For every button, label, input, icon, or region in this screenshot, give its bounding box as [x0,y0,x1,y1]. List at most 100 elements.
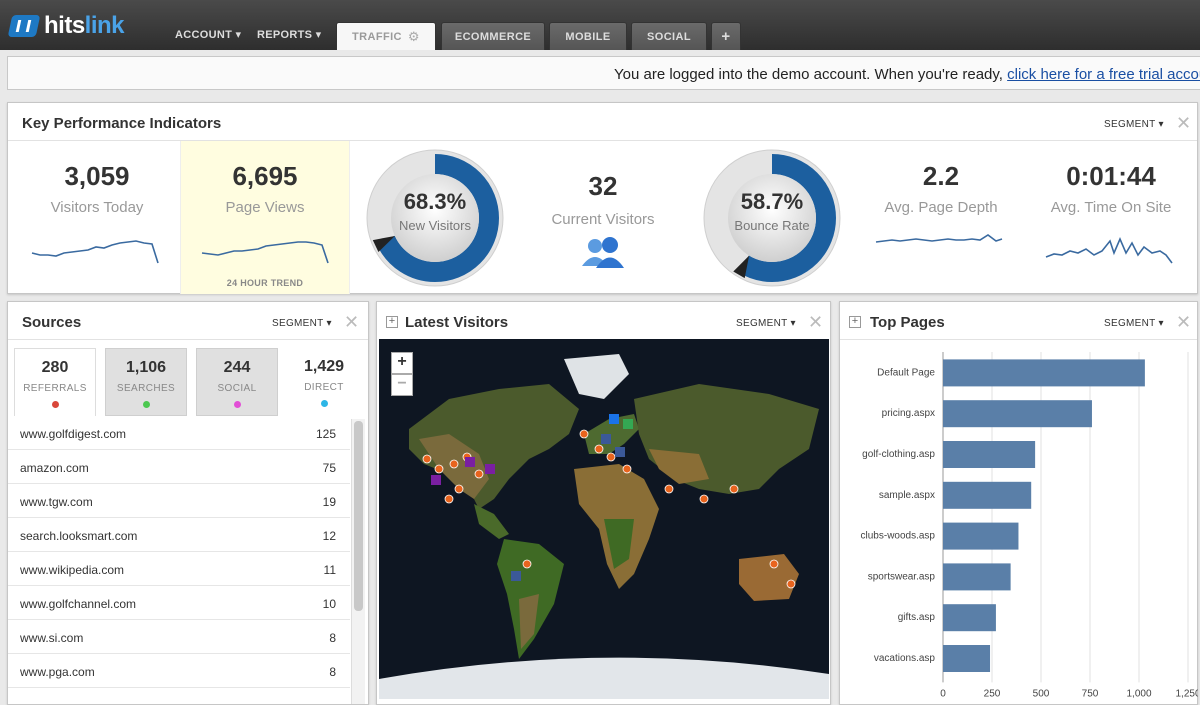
close-icon[interactable]: ✕ [1176,312,1192,332]
close-icon[interactable]: ✕ [344,312,360,332]
visitors-today-value: 3,059 [64,161,130,191]
top-pages-chart: 0 250 500 750 1,000 1,250 Default Page pricing.… [861,352,1198,699]
sources-title: Sources [22,314,82,331]
avg-page-depth-value: 2.2 [922,161,960,191]
sources-tab-direct[interactable]: 1,429 DIRECT [283,348,365,416]
tab-social[interactable]: SOCIAL [631,22,707,50]
add-tab-button[interactable]: + [711,22,741,50]
avg-time-label: Avg. Time On Site [1050,199,1172,216]
sources-tab-social[interactable]: 244 SOCIAL [196,348,278,416]
world-map-graphic [379,339,829,699]
zoom-out-button[interactable]: − [391,374,413,396]
category-label: sample.aspx [879,490,935,501]
x-tick-label: 500 [1033,688,1050,699]
latest-visitors-panel: + Latest Visitors SEGMENT ▾ ✕ [376,301,831,705]
avg-page-depth-sparkline [875,234,1003,243]
reports-menu[interactable]: REPORTS ▾ [257,29,322,41]
logo-mark-icon [7,15,41,37]
page-views-highlight [180,141,350,294]
free-trial-link[interactable]: click here for a free trial account [1007,66,1200,83]
category-label: vacations.asp [874,653,936,664]
bar [943,481,1032,509]
close-icon[interactable]: ✕ [1176,113,1192,133]
x-tick-label: 1,250 [1175,688,1198,699]
bounce-rate-gauge [703,149,841,287]
tab-mobile[interactable]: MOBILE [549,22,627,50]
avg-page-depth-label: Avg. Page Depth [884,199,998,216]
source-row[interactable]: www.golfchannel.com 10 [8,586,350,620]
close-icon[interactable]: ✕ [808,312,824,332]
source-row[interactable]: amazon.com 75 [8,450,350,484]
source-row[interactable]: www.golfdigest.com 125 [8,416,350,450]
bar [943,359,1145,387]
source-row[interactable]: www.si.com 8 [8,620,350,654]
direct-dot [320,400,328,407]
kpi-title: Key Performance Indicators [22,115,222,132]
gauge-needle [733,255,750,279]
zoom-in-button[interactable]: + [391,352,413,374]
page-views-label: Page Views [225,199,305,216]
category-label: golf-clothing.asp [862,449,935,460]
x-tick-label: 1,000 [1126,688,1151,699]
category-label: sportswear.asp [868,571,936,582]
kpi-panel: Key Performance Indicators SEGMENT ▾ ✕ 3… [7,102,1198,294]
page-views-sparkline [201,241,329,264]
account-menu[interactable]: ACCOUNT ▾ [175,29,242,41]
expand-icon[interactable]: + [386,316,398,328]
users-icon [582,237,624,268]
new-visitors-label: New Visitors [398,218,471,233]
top-pages-segment-dropdown[interactable]: SEGMENT ▾ [1104,318,1164,329]
page-views-value: 6,695 [232,161,298,191]
new-visitors-gauge [366,149,504,287]
expand-icon[interactable]: + [849,316,861,328]
logo[interactable]: hitslink [7,12,125,40]
category-label: clubs-woods.asp [861,531,936,542]
sources-tab-referrals[interactable]: 280 REFERRALS [14,348,96,416]
new-visitors-value: 68.3% [403,189,467,214]
visitors-today-sparkline [31,240,159,264]
source-row[interactable]: www.pga.com 8 [8,654,350,688]
x-tick-label: 750 [1082,688,1099,699]
bar [943,522,1019,550]
tab-traffic[interactable]: TRAFFIC ⚙ [336,22,436,50]
source-row[interactable]: search.looksmart.com 12 [8,518,350,552]
gear-icon[interactable]: ⚙ [407,28,420,44]
bar [943,441,1036,468]
trend-label: 24 HOUR TREND [226,278,304,288]
tab-ecommerce[interactable]: ECOMMERCE [441,22,545,50]
top-navigation: hitslink ACCOUNT ▾ REPORTS ▾ TRAFFIC ⚙ EC… [0,0,1200,50]
world-map[interactable] [379,339,829,699]
scrollbar-thumb[interactable] [354,421,363,611]
top-pages-panel: + Top Pages SEGMENT ▾ ✕ 0 250 500 750 1,000 1… [839,301,1198,705]
latest-visitors-title: Latest Visitors [405,314,509,331]
visitors-today-label: Visitors Today [50,199,144,216]
sources-scrollbar[interactable] [351,419,365,704]
avg-time-sparkline [1045,236,1173,264]
source-row[interactable]: www.wikipedia.com 11 [8,552,350,586]
category-label: Default Page [877,367,935,378]
searches-dot [142,401,150,408]
referrals-dot [51,401,59,408]
source-row[interactable]: www.tgw.com 19 [8,484,350,518]
bar [943,645,991,672]
bounce-rate-label: Bounce Rate [734,218,810,233]
avg-time-value: 0:01:44 [1066,161,1156,191]
bounce-rate-value: 58.7% [740,189,804,214]
kpi-segment-dropdown[interactable]: SEGMENT ▾ [1104,119,1164,130]
sources-segment-dropdown[interactable]: SEGMENT ▾ [272,318,332,329]
x-tick-label: 250 [984,688,1001,699]
bar [943,604,996,632]
category-label: gifts.asp [898,612,936,623]
top-pages-title: Top Pages [870,314,945,331]
bar [943,563,1011,591]
sources-tab-searches[interactable]: 1,106 SEARCHES [105,348,187,416]
current-visitors-label: Current Visitors [551,211,655,228]
bar [943,400,1092,428]
social-dot [233,401,241,408]
sources-panel: Sources SEGMENT ▾ ✕ 280 REFERRALS 1,106 … [7,301,369,705]
category-label: pricing.aspx [882,408,935,419]
latest-segment-dropdown[interactable]: SEGMENT ▾ [736,318,796,329]
current-visitors-value: 32 [588,171,618,201]
gauge-needle [372,235,395,252]
x-tick-label: 0 [940,688,946,699]
